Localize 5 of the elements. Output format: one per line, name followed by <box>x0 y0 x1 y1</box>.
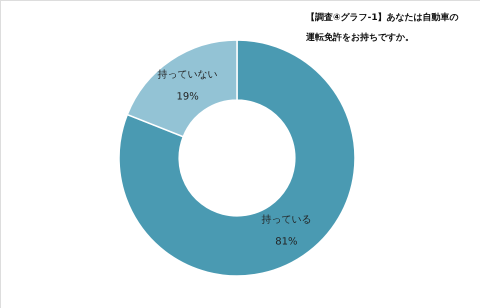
data-label: 19% <box>176 91 199 102</box>
slice-label: 持っている <box>261 214 312 226</box>
text: 【調査④グラフ-1】あなたは自動車の運転免許をお持ちですか。 <box>305 12 459 43</box>
data-label: 81% <box>275 236 298 248</box>
slice-label: 持っていない <box>158 68 218 80</box>
